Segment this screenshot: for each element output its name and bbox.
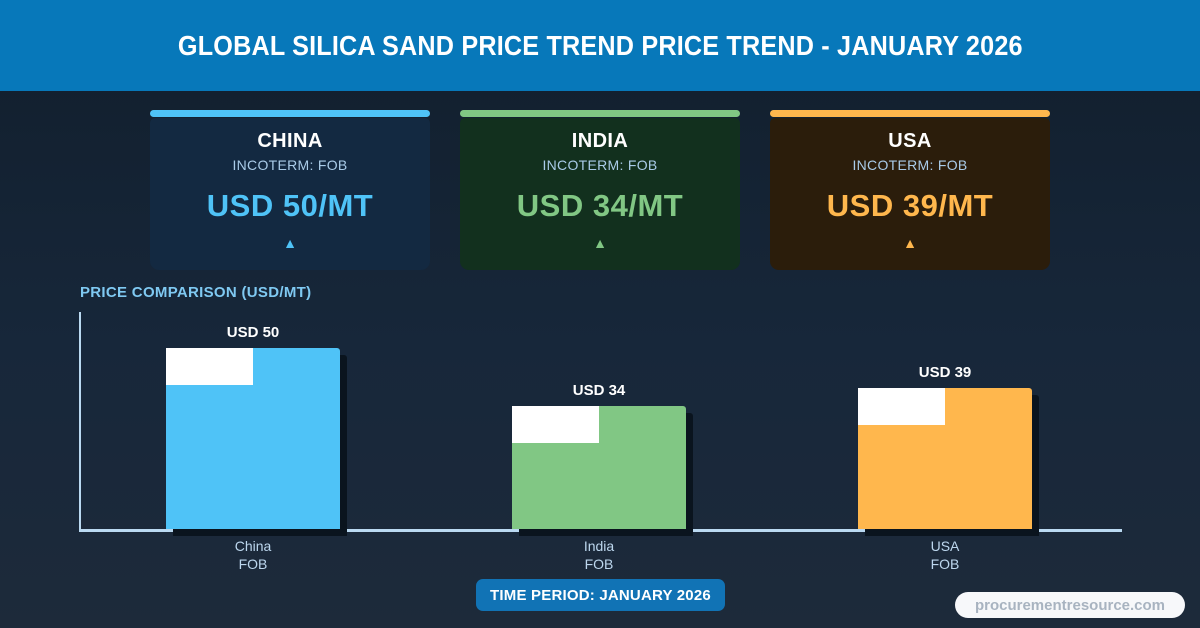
card-body: CHINA INCOTERM: FOB USD 50/MT ▲ [150, 118, 430, 270]
bar-group-china: USD 50 [166, 324, 340, 529]
y-axis-line [79, 312, 81, 532]
bar-value-label: USD 50 [226, 324, 280, 341]
time-period-badge: TIME PERIOD: JANUARY 2026 [476, 579, 725, 611]
price-card-india: INDIA INCOTERM: FOB USD 34/MT ▲ [460, 110, 740, 270]
bar-highlight-box [858, 388, 945, 425]
card-accent-bar [150, 110, 430, 117]
card-accent-bar [770, 110, 1050, 117]
header-banner: GLOBAL SILICA SAND PRICE TREND PRICE TRE… [0, 0, 1200, 91]
bar-group-india: USD 34 [512, 382, 686, 529]
x-tick-country: China [234, 538, 272, 554]
card-country-label: INDIA [571, 130, 629, 152]
card-incoterm-label: INCOTERM: FOB [852, 157, 968, 173]
x-tick-india: India FOB [512, 537, 686, 573]
price-card-china: CHINA INCOTERM: FOB USD 50/MT ▲ [150, 110, 430, 270]
bar-highlight-box [512, 406, 599, 443]
bar-value-label: USD 39 [918, 364, 972, 381]
x-tick-country: India [583, 538, 615, 554]
card-country-label: USA [888, 130, 932, 152]
price-card-usa: USA INCOTERM: FOB USD 39/MT ▲ [770, 110, 1050, 270]
x-tick-incoterm: FOB [238, 556, 268, 572]
chart-title: PRICE COMPARISON (USD/MT) [80, 284, 312, 301]
x-tick-china: China FOB [166, 537, 340, 573]
card-incoterm-label: INCOTERM: FOB [232, 157, 348, 173]
watermark-pill: procurementresource.com [955, 592, 1185, 618]
x-tick-usa: USA FOB [858, 537, 1032, 573]
card-price-value: USD 39/MT [826, 188, 994, 223]
trend-up-icon: ▲ [283, 235, 297, 251]
bar-usa [858, 388, 1032, 529]
page-title: GLOBAL SILICA SAND PRICE TREND PRICE TRE… [177, 29, 1023, 61]
card-country-label: CHINA [257, 130, 323, 152]
bar-india [512, 406, 686, 529]
x-tick-incoterm: FOB [930, 556, 960, 572]
x-tick-incoterm: FOB [584, 556, 614, 572]
bar-highlight-box [166, 348, 253, 385]
x-tick-country: USA [930, 538, 960, 554]
card-price-value: USD 50/MT [206, 188, 374, 223]
card-body: USA INCOTERM: FOB USD 39/MT ▲ [770, 118, 1050, 270]
plot-area: USD 50 USD 34 USD 39 [81, 312, 1122, 529]
card-accent-bar [460, 110, 740, 117]
bar-china [166, 348, 340, 529]
trend-up-icon: ▲ [593, 235, 607, 251]
trend-up-icon: ▲ [903, 235, 917, 251]
card-price-value: USD 34/MT [516, 188, 684, 223]
bar-value-label: USD 34 [572, 382, 626, 399]
card-incoterm-label: INCOTERM: FOB [542, 157, 658, 173]
x-axis-line [79, 529, 1122, 532]
card-body: INDIA INCOTERM: FOB USD 34/MT ▲ [460, 118, 740, 270]
bar-group-usa: USD 39 [858, 364, 1032, 529]
